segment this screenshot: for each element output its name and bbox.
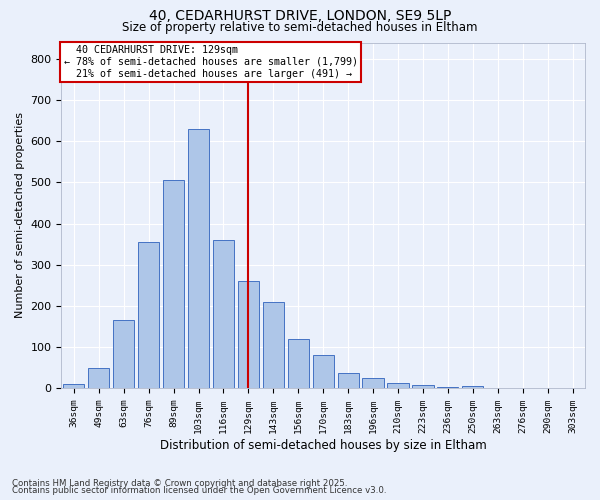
Bar (63, 384, 85, 388)
Bar (138, 242, 159, 388)
Bar (113, 320, 134, 388)
Text: Contains HM Land Registry data © Crown copyright and database right 2025.: Contains HM Land Registry data © Crown c… (12, 478, 347, 488)
Bar (188, 129, 209, 388)
Text: 40 CEDARHURST DRIVE: 129sqm
← 78% of semi-detached houses are smaller (1,799)
  : 40 CEDARHURST DRIVE: 129sqm ← 78% of sem… (64, 46, 358, 78)
Bar (263, 302, 284, 388)
Bar (462, 386, 484, 388)
X-axis label: Distribution of semi-detached houses by size in Eltham: Distribution of semi-detached houses by … (160, 440, 487, 452)
Bar (238, 282, 259, 389)
Text: 40, CEDARHURST DRIVE, LONDON, SE9 5LP: 40, CEDARHURST DRIVE, LONDON, SE9 5LP (149, 9, 451, 23)
Text: Size of property relative to semi-detached houses in Eltham: Size of property relative to semi-detach… (122, 21, 478, 34)
Bar (287, 339, 309, 388)
Bar (88, 368, 109, 388)
Bar (163, 180, 184, 388)
Bar (362, 378, 383, 388)
Bar (412, 385, 434, 388)
Y-axis label: Number of semi-detached properties: Number of semi-detached properties (15, 112, 25, 318)
Bar (388, 382, 409, 388)
Bar (313, 356, 334, 388)
Bar (338, 372, 359, 388)
Bar (437, 386, 458, 388)
Text: Contains public sector information licensed under the Open Government Licence v3: Contains public sector information licen… (12, 486, 386, 495)
Bar (213, 240, 234, 388)
